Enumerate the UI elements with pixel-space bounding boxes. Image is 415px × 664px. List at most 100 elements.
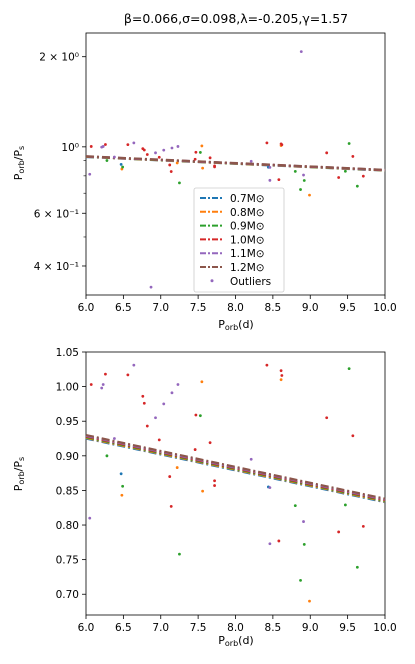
top-x-tick-label: 8.0	[227, 302, 244, 314]
bottom-data-point	[351, 434, 355, 438]
legend-label-7: Outliers	[230, 276, 271, 288]
bottom-data-point	[176, 383, 180, 386]
top-data-point	[249, 159, 253, 163]
bottom-data-point	[268, 486, 272, 490]
bottom-x-tick-label: 7.0	[152, 622, 169, 634]
bottom-data-point	[120, 493, 124, 497]
top-data-point	[293, 169, 297, 173]
bottom-x-tick-label: 9.0	[302, 622, 319, 634]
bottom-x-tick-label: 7.5	[190, 622, 207, 634]
bottom-x-tick-label: 6.5	[115, 622, 132, 634]
bottom-y-tick-label: 1.00	[56, 382, 79, 394]
top-data-point	[113, 155, 116, 159]
top-data-point	[302, 179, 306, 182]
bottom-data-point	[88, 516, 92, 520]
top-data-point	[154, 151, 157, 155]
bottom-data-point	[119, 472, 123, 476]
bottom-data-point	[168, 475, 172, 478]
bottom-data-point	[154, 416, 157, 420]
bottom-x-axis: 6.0 6.5 7.0 7.5 8.0 8.5 9.0 9.5 10.0	[78, 615, 397, 634]
bottom-data-point	[208, 441, 212, 445]
bottom-data-point	[279, 369, 283, 373]
bottom-data-point	[249, 457, 253, 461]
top-x-tick-label: 9.5	[339, 302, 356, 314]
bottom-data-point	[355, 565, 359, 569]
top-data-point	[89, 145, 93, 148]
bottom-x-tick-label: 6.0	[78, 622, 95, 634]
bottom-x-tick-label: 9.5	[339, 622, 356, 634]
top-data-point	[299, 50, 303, 54]
top-data-point	[149, 285, 153, 289]
top-data-point	[265, 141, 269, 145]
bottom-data-point	[162, 402, 166, 406]
bottom-data-point	[337, 530, 341, 534]
top-data-point	[178, 181, 181, 185]
bottom-data-point	[100, 386, 104, 390]
top-data-point	[132, 141, 136, 145]
bottom-y-tick-label: 0.90	[56, 451, 79, 463]
bottom-data-point	[89, 383, 93, 386]
top-data-point	[105, 159, 109, 162]
top-plot-area	[85, 32, 386, 296]
bottom-data-point	[200, 380, 204, 384]
legend-label-2: 0.8M⊙	[230, 207, 265, 219]
bottom-data-point	[175, 466, 179, 469]
top-data-point	[170, 146, 174, 150]
top-data-point	[198, 151, 202, 154]
top-data-point	[355, 184, 359, 188]
top-series-line-6	[85, 155, 386, 171]
top-data-point	[157, 155, 161, 159]
bottom-panel: 6.0 6.5 7.0 7.5 8.0 8.5 9.0 9.5 10.0 0.70 0.75 0.8…	[12, 347, 397, 648]
bottom-data-point	[157, 438, 161, 442]
bottom-data-point	[361, 525, 365, 528]
top-data-point	[337, 176, 341, 179]
top-panel: β=0.066,σ=0.098,λ=-0.205,γ=1.57 6.0 6.5 7.…	[12, 11, 397, 332]
top-x-tick-label: 6.0	[78, 302, 95, 314]
bottom-data-point	[343, 503, 347, 507]
top-data-point	[126, 143, 130, 147]
top-x-tick-label: 7.0	[152, 302, 169, 314]
bottom-data-point	[132, 363, 136, 367]
top-x-tick-label: 10.0	[373, 302, 396, 314]
top-y-axis: 4 × 10⁻¹ 6 × 10⁻¹ 10⁰ 2 × 10⁰	[34, 52, 86, 273]
top-data-point	[302, 173, 305, 177]
bottom-y-tick-label: 0.95	[56, 416, 79, 428]
top-data-point	[142, 148, 146, 152]
bottom-y-tick-label: 1.05	[56, 347, 79, 359]
top-data-point	[299, 188, 302, 191]
top-data-point	[169, 170, 173, 173]
top-data-point	[119, 162, 123, 166]
bottom-data-point	[178, 552, 181, 556]
bottom-data-point	[308, 599, 311, 603]
top-data-point	[175, 161, 179, 165]
top-data-point	[213, 165, 216, 169]
bottom-x-tick-label: 8.5	[265, 622, 282, 634]
top-x-tick-label: 6.5	[115, 302, 132, 314]
top-data-point	[347, 142, 351, 145]
bottom-data-point	[265, 363, 269, 367]
top-y-tick-label: 6 × 10⁻¹	[34, 208, 79, 220]
bottom-y-axis: 0.70 0.75 0.80 0.85 0.90 0.95 1.00 1.05	[56, 347, 86, 601]
bottom-data-point	[126, 373, 130, 377]
top-data-point	[201, 166, 205, 170]
bottom-y-tick-label: 0.80	[56, 520, 79, 532]
bottom-x-tick-label: 10.0	[373, 622, 396, 634]
top-data-point	[361, 174, 365, 178]
bottom-data-point	[213, 479, 216, 483]
top-data-point	[176, 145, 180, 148]
bottom-data-point	[293, 504, 297, 508]
top-data-point	[268, 165, 272, 169]
top-data-point	[101, 145, 105, 148]
bottom-y-tick-label: 0.70	[56, 589, 79, 601]
top-data-point	[193, 157, 197, 161]
bottom-x-axis-label: Porb(d)	[218, 634, 253, 648]
bottom-data-point	[277, 539, 281, 543]
legend-label-4: 1.0M⊙	[230, 234, 265, 246]
bottom-data-point	[279, 378, 283, 382]
top-data-point	[325, 151, 329, 155]
bottom-data-point	[213, 484, 216, 487]
bottom-data-point	[268, 542, 272, 546]
top-data-point	[280, 143, 284, 147]
bottom-y-tick-label: 0.85	[56, 485, 79, 497]
bottom-data-point	[169, 504, 173, 508]
